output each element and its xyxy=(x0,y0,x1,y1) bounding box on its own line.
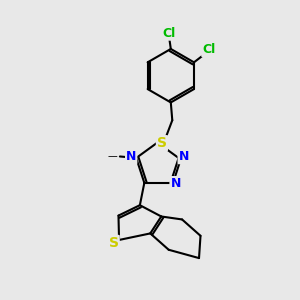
Text: S: S xyxy=(109,236,119,250)
Text: N: N xyxy=(178,150,189,163)
Text: —: — xyxy=(108,152,117,161)
Text: S: S xyxy=(157,136,167,150)
Text: Cl: Cl xyxy=(202,43,215,56)
Text: N: N xyxy=(170,177,181,190)
Text: Cl: Cl xyxy=(163,27,176,40)
Text: N: N xyxy=(126,150,136,163)
